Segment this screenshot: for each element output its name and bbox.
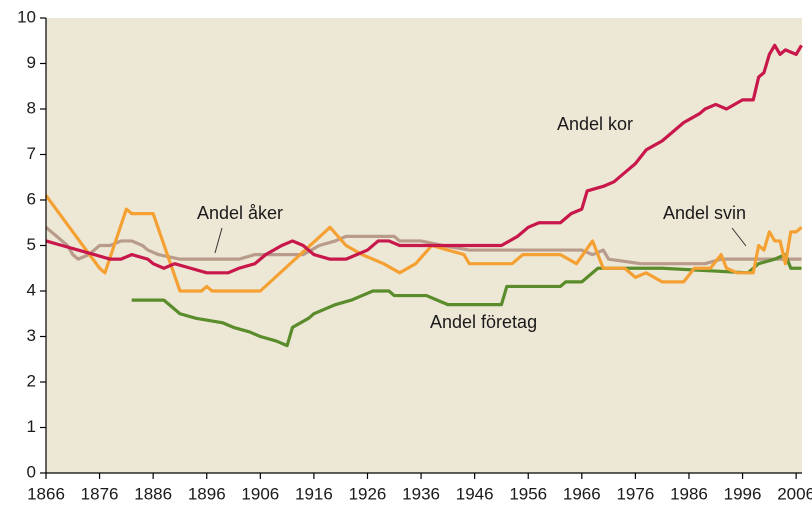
- x-tick-label: 1956: [509, 484, 547, 503]
- y-tick-label: 5: [27, 235, 36, 254]
- series-line: [131, 253, 802, 348]
- x-tick-label: 1886: [134, 484, 172, 503]
- y-tick-label: 0: [27, 462, 36, 481]
- x-tick-label: 1996: [724, 484, 762, 503]
- x-tick-label: 1896: [188, 484, 226, 503]
- x-tick-label: 1926: [349, 484, 387, 503]
- series-line: [44, 194, 803, 293]
- y-tick-label: 9: [27, 53, 36, 72]
- x-tick-label: 2006: [777, 484, 812, 503]
- x-tick-label: 1986: [670, 484, 708, 503]
- x-tick-label: 1946: [456, 484, 494, 503]
- y-tick-label: 6: [27, 189, 36, 208]
- y-tick-label: 10: [17, 7, 36, 26]
- series-label: Andel kor: [557, 114, 633, 134]
- y-tick-label: 2: [27, 371, 36, 390]
- series-label: Andel företag: [430, 312, 537, 332]
- y-tick-label: 1: [27, 417, 36, 436]
- x-tick-label: 1866: [27, 484, 65, 503]
- leader-line: [731, 227, 747, 247]
- series-label: Andel svin: [663, 203, 746, 223]
- y-tick-label: 3: [27, 326, 36, 345]
- series-line: [44, 226, 802, 266]
- x-tick-label: 1936: [402, 484, 440, 503]
- lines: [44, 43, 803, 348]
- series-label: Andel åker: [197, 203, 283, 223]
- y-tick-label: 7: [27, 144, 36, 163]
- y-tick-label: 4: [27, 280, 36, 299]
- series-line: [45, 43, 803, 275]
- x-tick-label: 1906: [241, 484, 279, 503]
- leader-line: [214, 227, 223, 254]
- x-tick-label: 1916: [295, 484, 333, 503]
- x-tick-label: 1976: [616, 484, 654, 503]
- x-tick-label: 1876: [81, 484, 119, 503]
- x-tick-label: 1966: [563, 484, 601, 503]
- y-tick-label: 8: [27, 98, 36, 117]
